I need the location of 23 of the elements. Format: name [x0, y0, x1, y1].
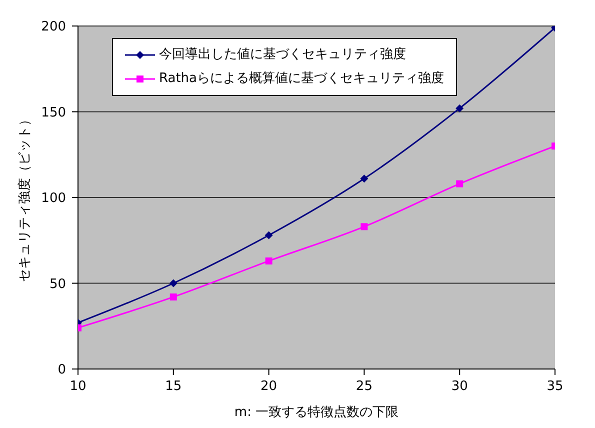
- x-tick-label: 25: [356, 379, 372, 394]
- x-tick-label: 30: [451, 379, 468, 394]
- y-tick-label: 0: [58, 362, 66, 378]
- x-tick-label: 15: [165, 379, 182, 394]
- point: [456, 180, 464, 188]
- x-axis-title: m: 一致する特徴点数の下限: [234, 405, 399, 420]
- y-axis-title: セキュリティ強度（ビット）: [16, 113, 33, 282]
- x-tick-label: 10: [70, 379, 86, 394]
- point: [360, 174, 368, 183]
- y-tick-label: 150: [41, 105, 66, 120]
- point: [264, 231, 273, 240]
- point: [360, 223, 368, 230]
- x-tick-label: 20: [260, 379, 278, 394]
- point: [456, 104, 464, 112]
- legend-label: Rathaらによる概算値に基づくセキュリティ強度: [159, 70, 444, 88]
- point: [169, 279, 178, 288]
- point: [170, 293, 177, 300]
- point: [265, 257, 272, 264]
- y-tick-label: 200: [41, 20, 66, 35]
- y-tick-label: 100: [41, 191, 66, 206]
- legend-label: 今回導出した値に基づくセキュリティ強度: [159, 46, 406, 64]
- y-tick-label: 50: [49, 276, 66, 292]
- x-tick-label: 35: [546, 379, 564, 394]
